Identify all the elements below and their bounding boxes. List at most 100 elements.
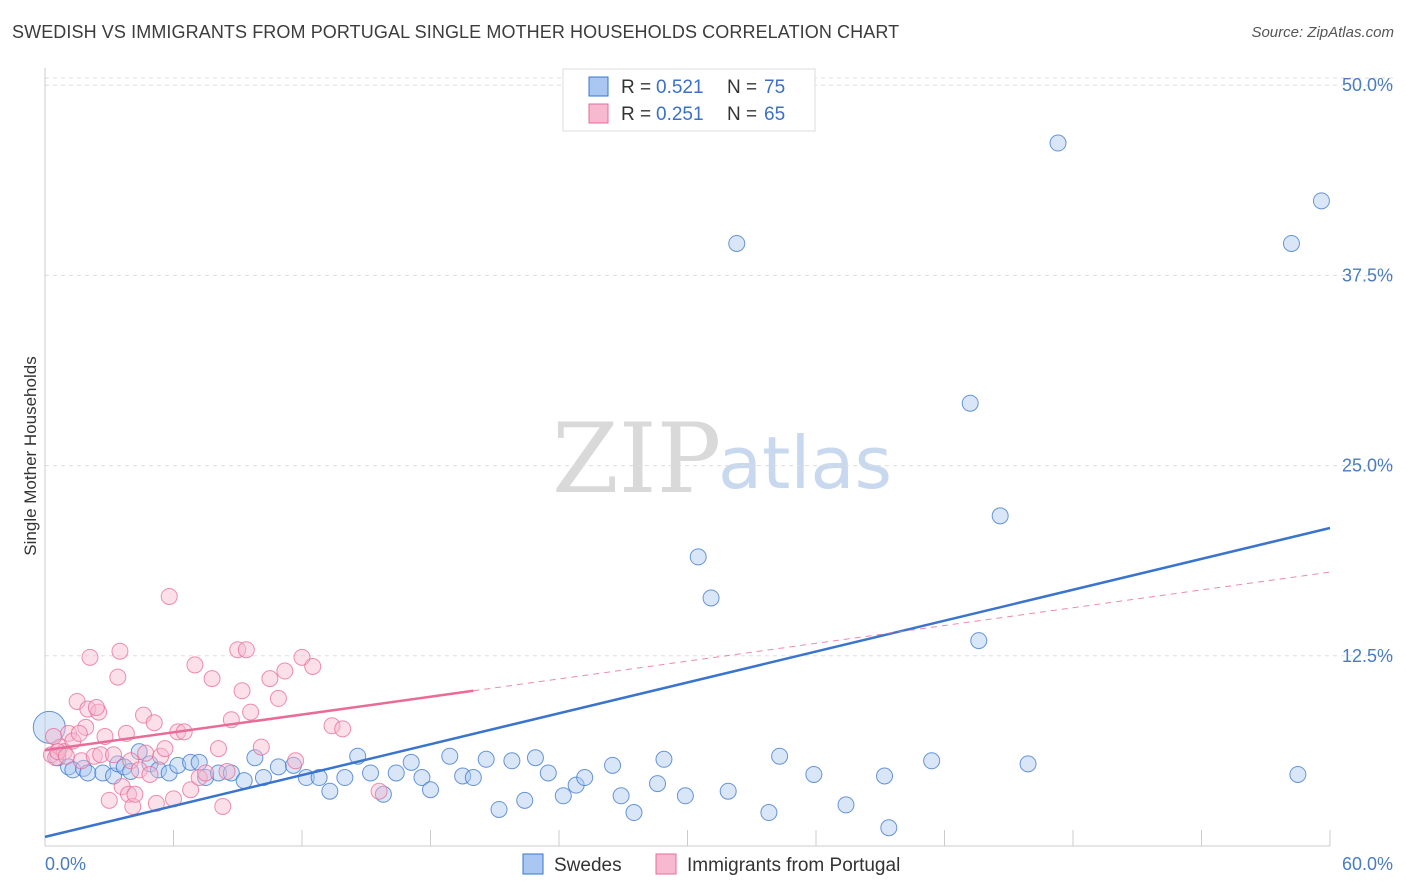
stats-r-value: 0.251 [656,104,704,125]
point-portugal [218,762,236,780]
stats-r-label: R = [621,104,651,125]
point-portugal [242,703,260,721]
point-swedes [771,747,789,765]
point-swedes [526,749,544,767]
point-portugal [137,744,155,762]
x-tick-label-max: 60.0% [1342,854,1393,874]
point-portugal [182,781,200,799]
point-portugal [203,670,221,688]
point-portugal [92,746,110,764]
point-portugal [252,738,270,756]
legend: Swedes Immigrants from Portugal [522,853,900,876]
point-portugal [147,794,165,812]
x-tick-label-min: 0.0% [45,854,86,874]
point-portugal [323,717,341,735]
point-portugal [229,641,247,659]
point-swedes [719,782,737,800]
axes [44,68,1331,847]
stats-r-value: 0.521 [656,77,704,98]
point-portugal [105,746,123,764]
trend-line-portugal [44,689,474,752]
point-swedes [336,769,354,787]
point-swedes [490,800,508,818]
point-swedes [503,752,521,770]
point-swedes [1282,234,1300,252]
y-tick-label: 50.0% [1342,75,1393,95]
watermark-zip: ZIP [552,403,721,515]
y-tick-label: 37.5% [1342,265,1393,285]
point-swedes [576,769,594,787]
point-swedes [454,767,472,785]
point-portugal [237,641,255,659]
point-swedes [961,394,979,412]
point-swedes [235,772,253,790]
point-swedes [150,761,168,779]
point-swedes [284,756,302,774]
stats-n-value: 75 [764,77,785,98]
point-portugal [130,761,148,779]
y-tick-label: 25.0% [1342,456,1393,476]
point-swedes [837,796,855,814]
point-portugal [79,700,97,718]
legend-swatch-portugal [655,853,677,875]
legend-label-swedes: Swedes [554,855,622,876]
stats-box: R = 0.521 N = 75 R = 0.251 N = 65 [562,68,816,132]
point-portugal [57,747,75,765]
point-portugal [209,740,227,758]
point-swedes [516,791,534,809]
chart-source: Source: ZipAtlas.com [1251,24,1394,41]
point-swedes [728,234,746,252]
point-swedes [94,764,112,782]
point-swedes [1019,755,1037,773]
stats-swatch-blue [588,76,609,97]
point-swedes [209,764,227,782]
trend-line-portugal-extension [473,571,1331,692]
point-swedes [269,758,287,776]
point-portugal [214,797,232,815]
point-swedes [805,765,823,783]
point-swedes [464,769,482,787]
point-portugal [122,752,140,770]
point-swedes [604,756,622,774]
point-portugal [334,720,352,738]
legend-swatch-swedes [522,853,544,875]
stats-swatch-pink [588,103,609,124]
point-portugal [261,670,279,688]
point-swedes [676,787,694,805]
point-swedes [655,750,673,768]
point-swedes [880,819,898,837]
y-tick-labels: 12.5% 25.0% 37.5% 50.0% [1342,75,1393,666]
point-swedes [362,764,380,782]
point-portugal [145,714,163,732]
point-swedes [197,769,215,787]
point-portugal [77,718,95,736]
point-swedes [441,747,459,765]
point-portugal [141,765,159,783]
point-swedes [402,753,420,771]
point-portugal [45,727,63,745]
point-swedes [1289,765,1307,783]
point-swedes [321,782,339,800]
y-tick-label: 12.5% [1342,646,1393,666]
point-portugal [81,648,99,666]
point-swedes [182,753,200,771]
point-swedes [422,781,439,799]
point-swedes [539,764,557,782]
point-portugal [269,689,287,707]
point-portugal [109,668,127,686]
grid-lines [45,77,1393,657]
point-swedes [413,769,431,787]
point-portugal [111,642,129,660]
point-portugal [233,682,251,700]
point-portugal [304,657,322,675]
point-swedes [689,548,707,566]
point-swedes [649,775,667,793]
y-axis-title: Single Mother Households [21,356,40,555]
point-portugal [160,587,178,605]
point-swedes [387,764,405,782]
trend-lines [44,526,1331,839]
point-swedes [625,804,643,822]
stats-n-label: N = [727,77,757,98]
point-swedes [970,632,988,650]
